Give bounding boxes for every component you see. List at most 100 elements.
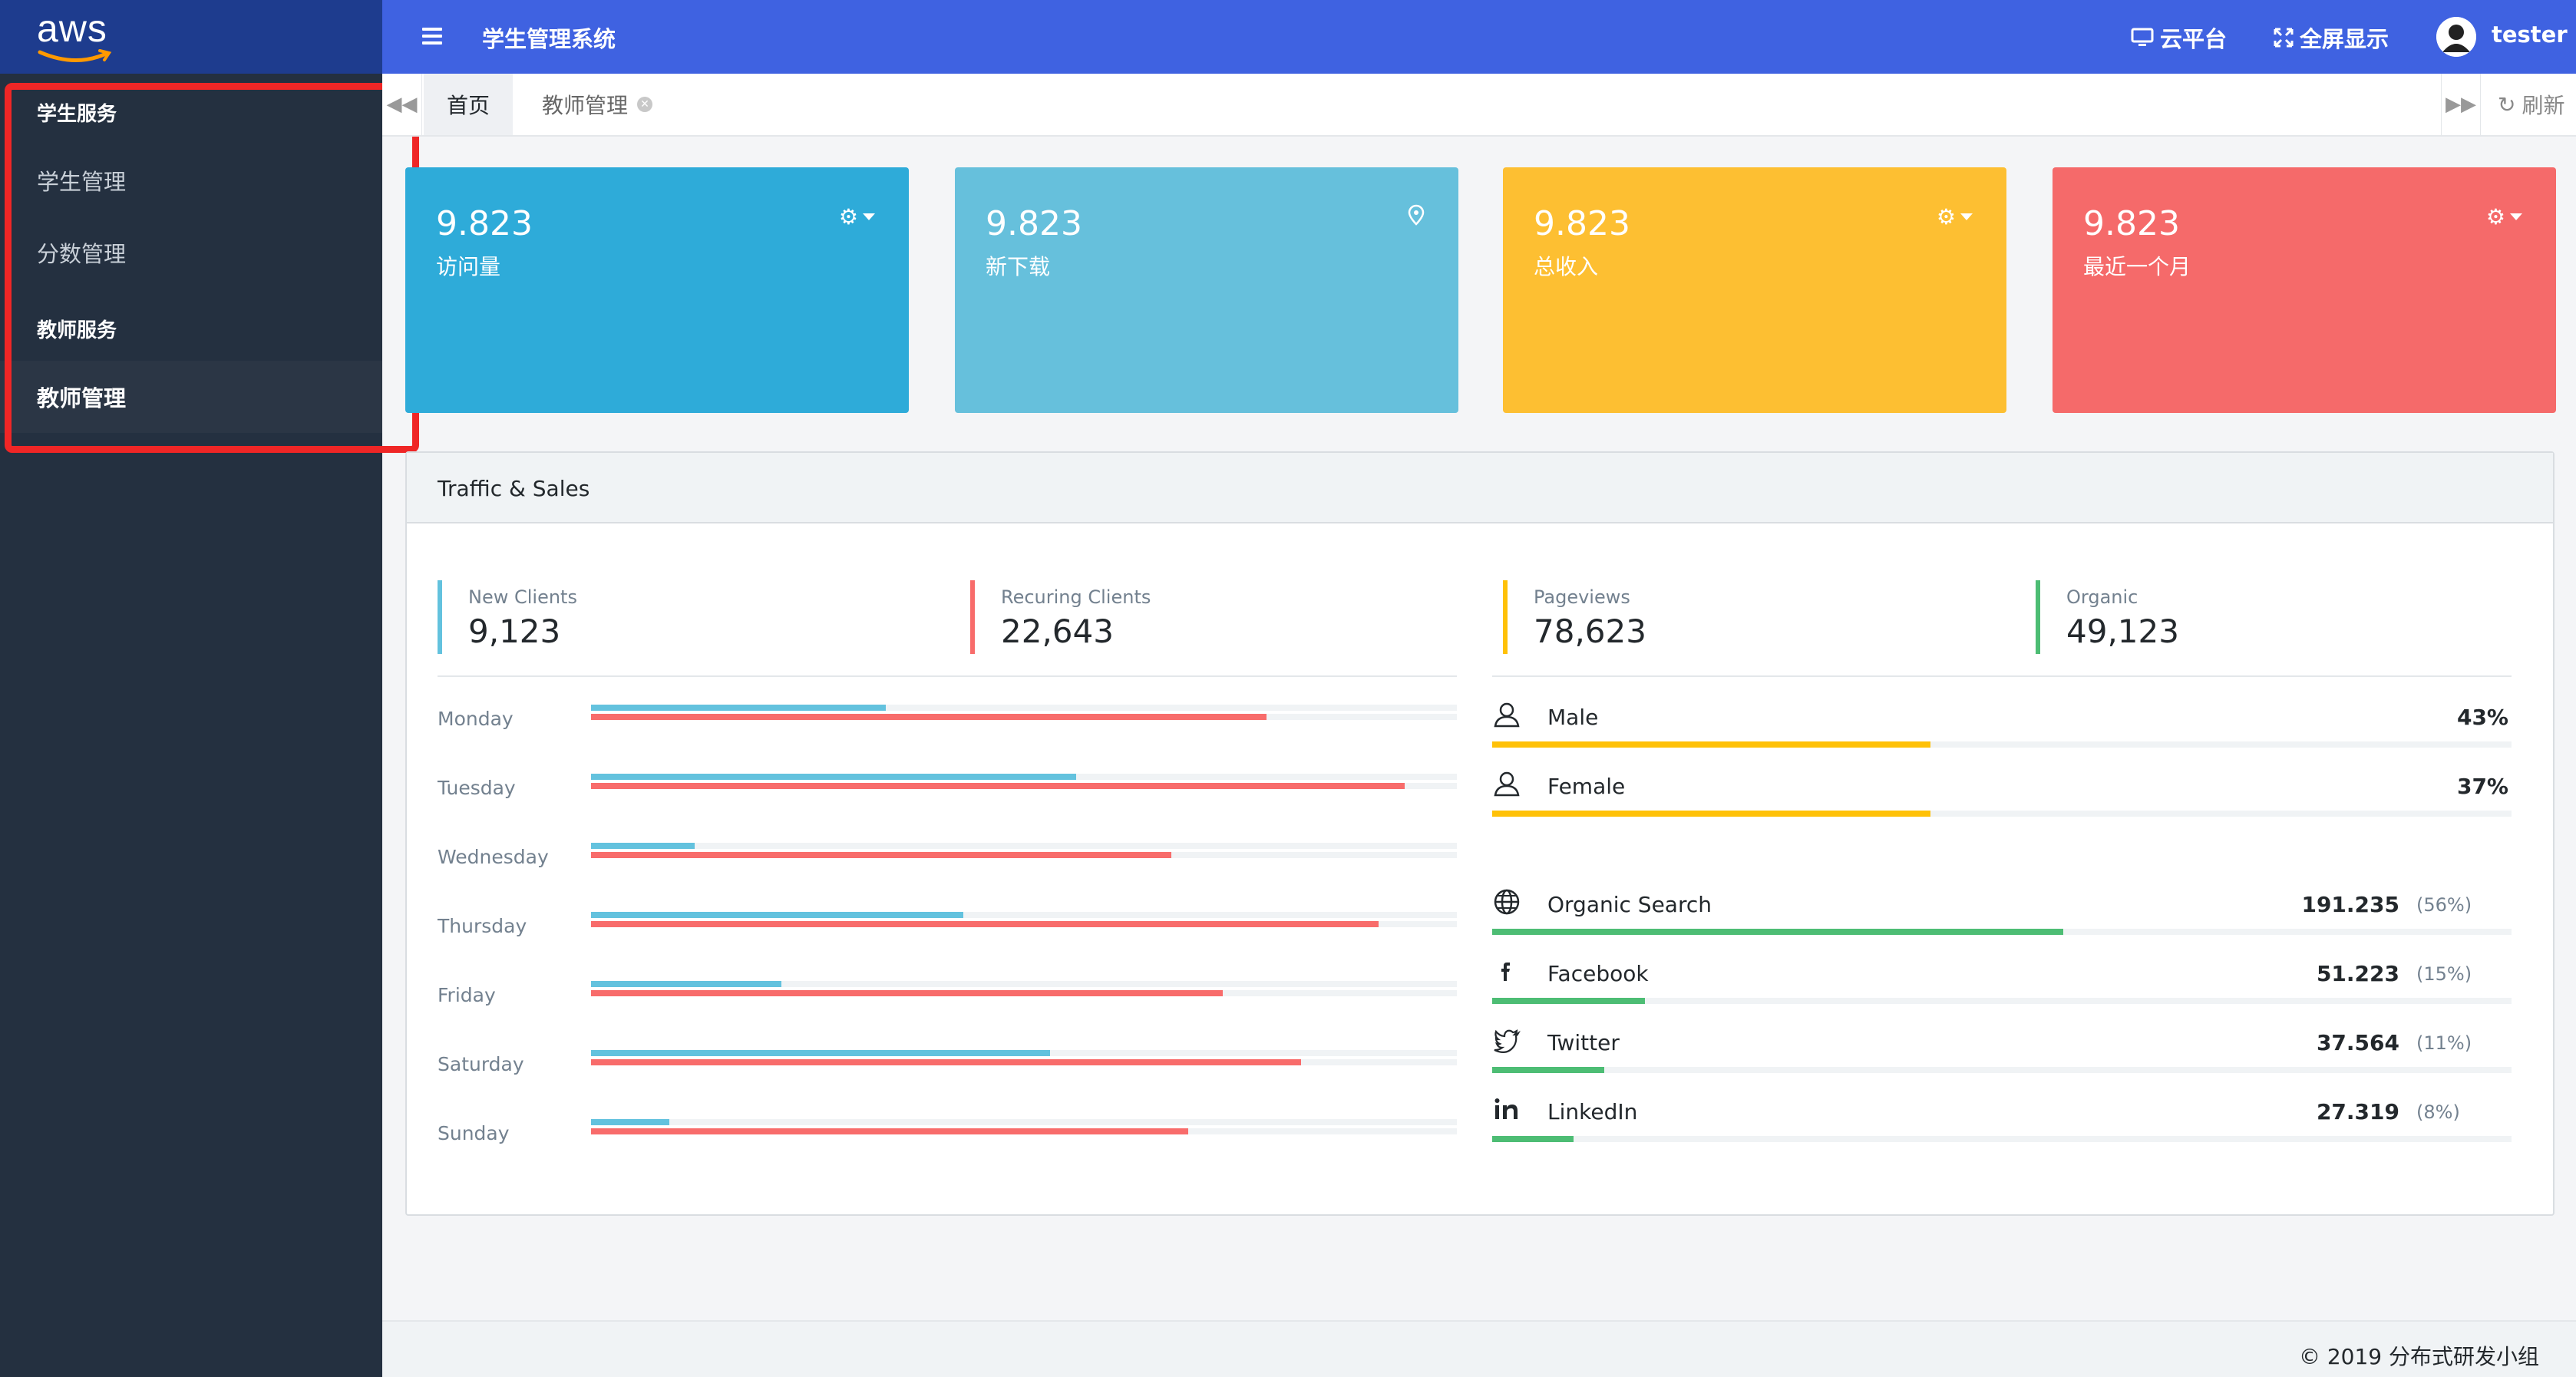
cloud-platform-link[interactable]: 云平台 xyxy=(2131,21,2227,54)
day-label: Wednesday xyxy=(438,846,549,868)
source-percent: (8%) xyxy=(2416,1101,2460,1123)
tab-teacher-management[interactable]: 教师管理 ✕ xyxy=(519,74,675,135)
new-clients-bar-fill xyxy=(591,1050,1050,1056)
stat-card-revenue: 9.823 总收入 ⚙ xyxy=(1503,167,2006,413)
stat-value: 9.823 xyxy=(1534,204,1630,243)
new-clients-bar xyxy=(591,705,1457,711)
facebook-icon xyxy=(1492,956,1521,986)
source-progress-fill xyxy=(1492,998,1646,1004)
recurring-clients-bar xyxy=(591,1128,1457,1134)
source-percent: (15%) xyxy=(2416,963,2472,985)
user-name[interactable]: tester xyxy=(2492,21,2568,48)
stat-value: 9.823 xyxy=(986,204,1082,243)
tab-scroll-left-icon[interactable]: ◀◀ xyxy=(382,74,422,135)
new-clients-bar-fill xyxy=(591,912,964,918)
refresh-button[interactable]: ↻ 刷新 xyxy=(2498,74,2564,135)
day-label: Thursday xyxy=(438,915,527,937)
tab-label: 首页 xyxy=(447,93,490,118)
metric-value: 78,623 xyxy=(1534,613,1646,650)
logo-area[interactable]: aws xyxy=(0,0,382,74)
tab-scroll-right-icon[interactable]: ▶▶ xyxy=(2441,74,2481,135)
day-label: Sunday xyxy=(438,1122,510,1144)
metric-label: Organic xyxy=(2066,586,2138,608)
card-settings-dropdown[interactable]: ⚙ xyxy=(839,204,875,230)
cloud-platform-label: 云平台 xyxy=(2160,26,2228,52)
day-label: Monday xyxy=(438,708,514,730)
sidebar-item-score-management[interactable]: 分数管理 xyxy=(0,216,382,289)
recurring-clients-bar-fill xyxy=(591,783,1405,789)
avatar[interactable] xyxy=(2436,17,2476,57)
caret-down-icon xyxy=(863,213,875,220)
gear-icon: ⚙ xyxy=(838,204,858,230)
sidebar: aws 学生服务 学生管理 分数管理 教师服务 教师管理 xyxy=(0,0,382,1377)
location-pin-icon xyxy=(1408,204,1425,226)
divider xyxy=(1492,675,2512,677)
new-clients-bar-fill xyxy=(591,843,695,849)
stat-card-visits: 9.823 访问量 ⚙ xyxy=(405,167,909,413)
card-settings-dropdown[interactable]: ⚙ xyxy=(1937,204,1973,230)
day-label: Tuesday xyxy=(438,777,516,799)
source-progress-fill xyxy=(1492,1067,1605,1073)
metric-organic: Organic 49,123 xyxy=(2036,580,2179,654)
divider xyxy=(438,675,1457,677)
gender-progress-bar xyxy=(1492,811,2512,817)
caret-down-icon xyxy=(2510,213,2522,220)
recurring-clients-bar-fill xyxy=(591,852,1171,858)
recurring-clients-bar xyxy=(591,1059,1457,1065)
source-value: 27.319 xyxy=(2316,1099,2399,1124)
source-progress-bar xyxy=(1492,1136,2512,1142)
source-value: 51.223 xyxy=(2316,961,2399,986)
new-clients-bar-fill xyxy=(591,705,886,711)
recurring-clients-bar-fill xyxy=(591,714,1267,720)
day-label: Friday xyxy=(438,984,496,1006)
tab-home[interactable]: 首页 xyxy=(424,74,514,135)
new-clients-bar xyxy=(591,774,1457,780)
fullscreen-link[interactable]: 全屏显示 xyxy=(2274,21,2389,54)
metric-recurring-clients: Recuring Clients 22,643 xyxy=(970,580,1151,654)
stat-card-last-month: 9.823 最近一个月 ⚙ xyxy=(2053,167,2556,413)
card-settings-dropdown[interactable]: ⚙ xyxy=(2486,204,2522,230)
sidebar-item-label: 教师管理 xyxy=(37,385,127,411)
stat-label: 访问量 xyxy=(436,254,501,279)
day-label: Saturday xyxy=(438,1053,524,1075)
metric-label: Recuring Clients xyxy=(1001,586,1151,608)
gender-value: 43% xyxy=(2456,705,2508,730)
user-icon xyxy=(1492,769,1521,798)
metric-label: Pageviews xyxy=(1534,586,1630,608)
gender-progress-bar xyxy=(1492,741,2512,748)
card-location-button[interactable] xyxy=(1408,204,1425,226)
stat-label: 总收入 xyxy=(1534,254,1599,279)
sidebar-item-label: 分数管理 xyxy=(37,241,127,267)
source-label: Twitter xyxy=(1547,1030,1620,1055)
stat-label: 最近一个月 xyxy=(2083,254,2191,279)
recurring-clients-bar-fill xyxy=(591,990,1224,996)
recurring-clients-bar-fill xyxy=(591,1128,1189,1134)
menu-toggle-icon[interactable] xyxy=(422,28,442,45)
metric-value: 49,123 xyxy=(2066,613,2179,650)
stat-value: 9.823 xyxy=(436,204,533,243)
source-label: Facebook xyxy=(1547,961,1649,986)
source-label: Organic Search xyxy=(1547,892,1712,917)
source-percent: (11%) xyxy=(2416,1032,2472,1054)
metric-value: 22,643 xyxy=(1001,613,1114,650)
recurring-clients-bar xyxy=(591,852,1457,858)
source-value: 191.235 xyxy=(2301,892,2399,917)
panel-header: Traffic & Sales xyxy=(407,453,2553,523)
source-progress-bar xyxy=(1492,1067,2512,1073)
tab-label: 教师管理 xyxy=(542,93,629,118)
recurring-clients-bar-fill xyxy=(591,921,1379,927)
twitter-icon xyxy=(1492,1025,1521,1055)
close-icon[interactable]: ✕ xyxy=(637,97,653,112)
sidebar-item-student-management[interactable]: 学生管理 xyxy=(0,144,382,216)
new-clients-bar xyxy=(591,843,1457,849)
new-clients-bar-fill xyxy=(591,1119,669,1125)
footer-copyright: © 2019 分布式研发小组 xyxy=(2298,1344,2539,1369)
sidebar-item-teacher-management[interactable]: 教师管理 xyxy=(0,361,382,433)
sidebar-section-student: 学生服务 xyxy=(37,103,117,126)
gender-label: Male xyxy=(1547,705,1599,730)
panel-title: Traffic & Sales xyxy=(438,476,590,501)
source-percent: (56%) xyxy=(2416,894,2472,916)
linkedin-icon xyxy=(1492,1095,1521,1124)
gender-value: 37% xyxy=(2456,774,2508,799)
stat-card-downloads: 9.823 新下载 xyxy=(955,167,1458,413)
